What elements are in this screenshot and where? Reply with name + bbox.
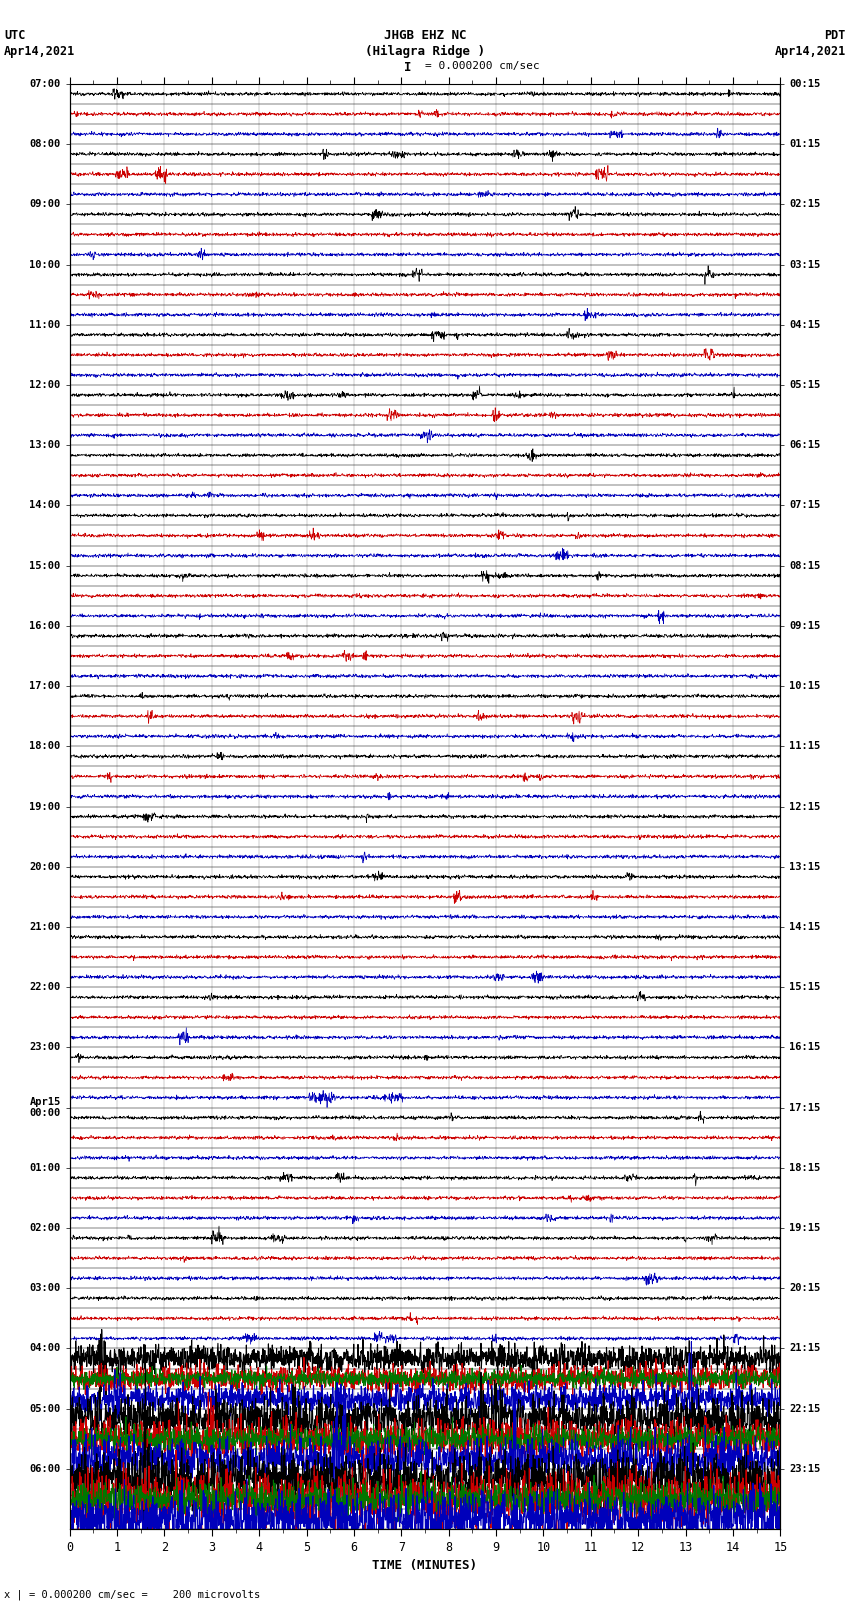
Text: I: I [405, 61, 411, 74]
X-axis label: TIME (MINUTES): TIME (MINUTES) [372, 1560, 478, 1573]
Text: PDT: PDT [824, 29, 846, 42]
Text: JHGB EHZ NC: JHGB EHZ NC [383, 29, 467, 42]
Text: UTC: UTC [4, 29, 26, 42]
Text: Apr14,2021: Apr14,2021 [4, 45, 76, 58]
Text: Apr14,2021: Apr14,2021 [774, 45, 846, 58]
Text: (Hilagra Ridge ): (Hilagra Ridge ) [365, 45, 485, 58]
Text: = 0.000200 cm/sec: = 0.000200 cm/sec [425, 61, 540, 71]
Text: x | = 0.000200 cm/sec =    200 microvolts: x | = 0.000200 cm/sec = 200 microvolts [4, 1589, 260, 1600]
